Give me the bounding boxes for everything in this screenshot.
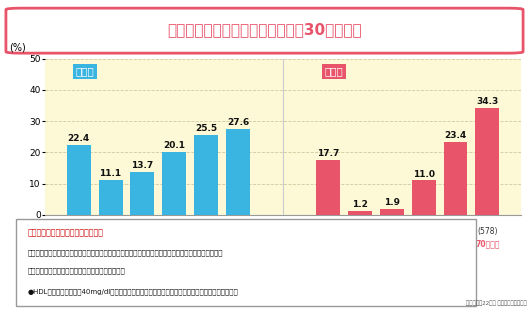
Text: (259): (259) [164,227,185,236]
Text: (308): (308) [381,227,402,236]
Text: 女　性: 女 性 [324,66,343,77]
Bar [194,135,218,215]
Text: (175): (175) [132,227,153,236]
Text: (1522): (1522) [66,227,91,236]
Text: (%): (%) [10,42,26,53]
Text: 男　性: 男 性 [76,66,94,77]
FancyBboxPatch shape [6,8,523,53]
Bar [348,211,372,215]
Text: 参考：平成22年度 国民健康・栄養調査: 参考：平成22年度 国民健康・栄養調査 [466,300,526,306]
Text: 脂質異常症が疑われる者の割合（30歳以上）: 脂質異常症が疑われる者の割合（30歳以上） [167,23,362,37]
Text: 中性脂肪による判定は行わず、下記の通りとした。: 中性脂肪による判定は行わず、下記の通りとした。 [28,268,125,274]
Text: 50-59歳: 50-59歳 [409,240,438,249]
Text: 70歳以上: 70歳以上 [226,240,251,249]
Text: 60-69歳: 60-69歳 [441,240,470,249]
Text: 11.1: 11.1 [99,169,122,178]
Bar [131,172,154,215]
Bar [316,159,340,215]
Text: 60-69歳: 60-69歳 [192,240,221,249]
Text: 22.4: 22.4 [68,134,90,143]
Text: 40-49歳: 40-49歳 [128,240,157,249]
Text: (564): (564) [445,227,466,236]
Bar [412,180,435,215]
Text: (464): (464) [228,227,249,236]
Text: (321): (321) [350,227,370,236]
Text: 34.3: 34.3 [476,97,498,106]
Bar [476,108,499,215]
Bar [67,145,90,215]
Bar [380,209,404,215]
Bar [162,152,186,215]
Text: 50-59歳: 50-59歳 [160,240,189,249]
Text: 27.6: 27.6 [227,118,249,127]
Bar [443,142,468,215]
Text: 国民健康・栄養調査の血液検査では、空腹時採血が困難であるため、脂質異常症の診断基準項目である: 国民健康・栄養調査の血液検査では、空腹時採血が困難であるため、脂質異常症の診断基… [28,250,223,256]
Text: 25.5: 25.5 [195,124,217,133]
Text: (462): (462) [196,227,216,236]
Text: 13.7: 13.7 [131,161,153,170]
Text: 総　数: 総 数 [321,240,335,249]
Text: (578): (578) [477,227,498,236]
Text: 11.0: 11.0 [413,170,434,179]
FancyBboxPatch shape [16,219,476,306]
Text: 40-49歳: 40-49歳 [377,240,406,249]
Text: (2163): (2163) [315,227,340,236]
Bar [226,129,250,215]
Text: ●HDLコレステロールが40mg/dl未満、または、「コレステロールを下げる薬」を服用している者。: ●HDLコレステロールが40mg/dl未満、または、「コレステロールを下げる薬」… [28,289,238,295]
Text: 70歳以上: 70歳以上 [475,240,500,249]
Text: 17.7: 17.7 [316,149,339,158]
Text: 23.4: 23.4 [444,131,467,140]
Text: (162): (162) [101,227,121,236]
Text: 1.9: 1.9 [384,198,399,207]
Text: 1.2: 1.2 [352,200,368,209]
Text: 総　数: 総 数 [71,240,86,249]
Text: 30-39歳: 30-39歳 [345,240,374,249]
Text: (392): (392) [413,227,434,236]
Text: 「脂質異常症が疑われる者」の判定: 「脂質異常症が疑われる者」の判定 [28,228,103,237]
Bar [98,180,123,215]
Text: 30-39歳: 30-39歳 [96,240,125,249]
Text: 20.1: 20.1 [163,141,185,150]
